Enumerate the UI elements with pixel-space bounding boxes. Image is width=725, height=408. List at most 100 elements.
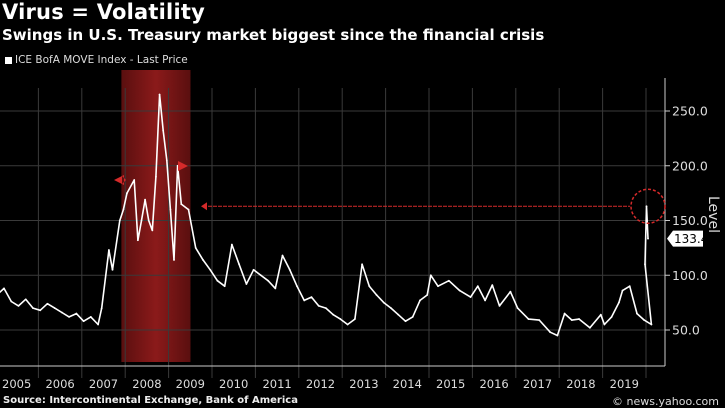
- data-point: [426, 294, 429, 296]
- data-point: [245, 283, 248, 285]
- data-point: [118, 219, 121, 222]
- data-point: [209, 268, 212, 271]
- data-point: [527, 318, 530, 320]
- recession-shade: [121, 70, 191, 362]
- data-point: [133, 179, 136, 181]
- data-point: [158, 93, 161, 96]
- x-tick-label: 2016: [479, 377, 508, 391]
- data-point: [549, 331, 552, 334]
- legend: ICE BofA MOVE Index - Last Price: [5, 54, 188, 67]
- data-point: [419, 299, 421, 302]
- data-point: [281, 254, 284, 257]
- series-line: [0, 93, 653, 337]
- data-point: [516, 307, 519, 309]
- chart-subtitle: Swings in U.S. Treasury market biggest s…: [2, 26, 545, 44]
- data-point: [610, 315, 613, 318]
- data-point: [339, 318, 342, 320]
- data-point: [230, 243, 233, 246]
- data-point: [61, 311, 63, 314]
- y-tick-label: 200.0: [672, 158, 708, 173]
- data-point: [429, 274, 432, 277]
- data-point: [144, 198, 146, 201]
- x-tick-label: 2018: [566, 377, 595, 391]
- data-point: [147, 219, 150, 222]
- x-tick-label: 2019: [610, 377, 639, 391]
- data-point: [538, 319, 541, 322]
- data-point: [122, 208, 125, 211]
- data-point: [3, 287, 5, 290]
- data-point: [570, 319, 573, 322]
- data-point: [411, 315, 414, 318]
- data-point: [509, 290, 512, 293]
- data-point: [375, 294, 378, 296]
- y-tick-label: 150.0: [672, 213, 708, 228]
- x-tick-label: 2011: [262, 377, 291, 391]
- marker-2009-icon: [178, 161, 188, 171]
- data-point: [643, 319, 646, 322]
- data-point: [259, 274, 262, 277]
- data-point: [140, 219, 143, 222]
- data-point: [617, 301, 620, 304]
- y-tick-label: 250.0: [672, 104, 708, 119]
- data-point: [17, 305, 20, 307]
- arrow-left-icon: [201, 202, 207, 211]
- data-point: [397, 313, 400, 316]
- data-point: [563, 312, 566, 315]
- data-point: [310, 296, 313, 299]
- data-point: [202, 259, 204, 261]
- data-point: [136, 239, 139, 242]
- data-point: [469, 296, 472, 299]
- x-tick-label: 2013: [349, 377, 378, 391]
- data-point: [645, 205, 648, 208]
- x-tick-label: 2017: [523, 377, 552, 391]
- data-point: [180, 203, 183, 205]
- legend-swatch: [5, 57, 12, 64]
- data-point: [24, 298, 27, 301]
- data-point: [187, 208, 190, 211]
- data-point: [39, 309, 42, 312]
- data-point: [68, 315, 71, 318]
- data-point: [361, 263, 363, 266]
- data-point: [332, 313, 335, 316]
- data-point: [437, 285, 439, 288]
- data-point: [194, 246, 197, 249]
- data-point: [32, 307, 34, 309]
- data-point: [296, 285, 298, 288]
- data-point: [390, 307, 392, 309]
- x-tick-label: 2008: [132, 377, 161, 391]
- annotation-circle: [630, 188, 666, 225]
- data-point: [97, 323, 99, 326]
- data-point: [636, 312, 638, 315]
- data-point: [46, 302, 49, 305]
- data-point: [216, 279, 219, 282]
- data-point: [498, 305, 501, 307]
- data-point: [447, 279, 450, 282]
- chart-title: Virus = Volatility: [2, 0, 205, 24]
- data-point: [162, 129, 165, 132]
- data-point: [491, 284, 494, 287]
- data-point: [75, 312, 78, 315]
- data-point: [274, 287, 277, 290]
- data-point: [151, 229, 154, 232]
- data-point: [603, 323, 606, 326]
- data-point: [288, 268, 291, 271]
- credit: © news.yahoo.com: [612, 395, 719, 408]
- x-tick-label: 2010: [219, 377, 248, 391]
- data-point: [10, 300, 13, 303]
- last-price-label: 133.4: [674, 232, 708, 246]
- source-note: Source: Intercontinental Exchange, Bank …: [3, 395, 298, 406]
- data-point: [621, 289, 624, 292]
- data-point: [89, 315, 92, 318]
- data-point: [53, 307, 56, 309]
- data-point: [169, 208, 172, 211]
- data-point: [368, 285, 371, 288]
- data-point: [238, 263, 241, 266]
- data-point: [165, 159, 168, 162]
- data-point: [82, 320, 85, 323]
- x-tick-label: 2015: [436, 377, 465, 391]
- data-point: [317, 305, 320, 307]
- data-point: [476, 285, 479, 288]
- x-tick-label: 2007: [89, 377, 118, 391]
- x-tick-label: 2006: [45, 377, 74, 391]
